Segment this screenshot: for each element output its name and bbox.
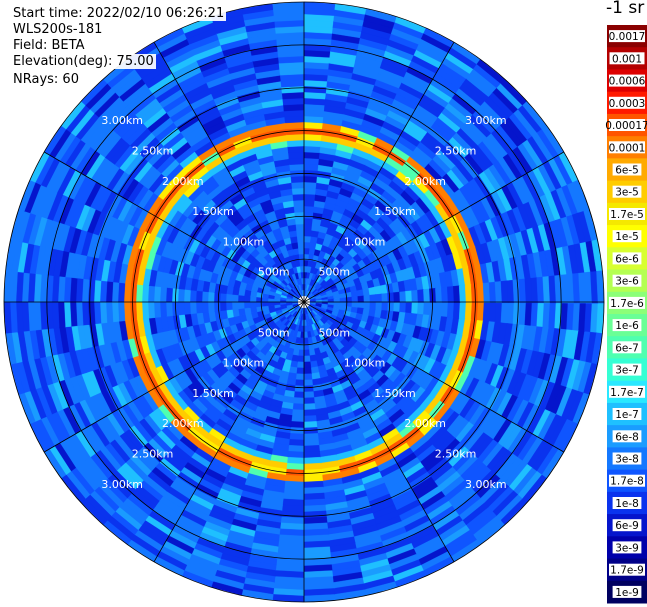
device-label: WLS200s-181 xyxy=(11,22,105,37)
polar-grid xyxy=(3,1,605,603)
ring-label: 2.50km xyxy=(132,145,174,158)
ring-label: 2.00km xyxy=(404,417,446,430)
nrays-label: NRays: 60 xyxy=(11,72,81,87)
ring-label: 2.50km xyxy=(132,448,174,461)
ring-label: 1.00km xyxy=(223,357,265,370)
colorbar-unit: -1 sr xyxy=(606,0,645,18)
ring-label: 500m xyxy=(258,326,290,339)
radial-spoke xyxy=(303,301,565,453)
radial-spoke xyxy=(303,41,455,303)
ring-labels: 500m 500m 500m 500m 1.00km 1.00km 1.00km 1.00km… xyxy=(101,114,506,491)
radial-spoke xyxy=(43,151,305,303)
ring-label: 500m xyxy=(318,326,350,339)
ring-label: 1.50km xyxy=(374,205,416,218)
ring-label: 500m xyxy=(258,266,290,279)
radial-spoke xyxy=(303,151,565,303)
ring-label: 2.00km xyxy=(404,175,446,188)
ring-label: 3.00km xyxy=(101,114,143,127)
ring-label: 2.00km xyxy=(162,175,204,188)
ring-label: 3.00km xyxy=(465,114,507,127)
ring-label: 3.00km xyxy=(465,478,507,491)
ring-label: 1.50km xyxy=(192,205,234,218)
radial-spoke xyxy=(303,301,455,563)
radial-spoke xyxy=(43,301,305,453)
ring-label: 3.00km xyxy=(101,478,143,491)
heatmap-cells xyxy=(3,1,605,603)
ring-label: 1.50km xyxy=(374,387,416,400)
ring-label: 1.00km xyxy=(344,357,386,370)
start-time-label: Start time: 2022/02/10 06:26:21 xyxy=(11,6,227,21)
ring-label: 2.00km xyxy=(162,417,204,430)
ring-label: 2.50km xyxy=(435,448,477,461)
elevation-label: Elevation(deg): 75.00 xyxy=(11,54,156,69)
ring-label: 1.00km xyxy=(344,235,386,248)
radial-spoke xyxy=(153,301,305,563)
ring-label: 1.50km xyxy=(192,387,234,400)
field-label: Field: BETA xyxy=(11,38,87,53)
ring-label: 2.50km xyxy=(435,145,477,158)
ring-label: 500m xyxy=(318,266,350,279)
ring-label: 1.00km xyxy=(223,235,265,248)
radial-spoke xyxy=(153,41,305,303)
